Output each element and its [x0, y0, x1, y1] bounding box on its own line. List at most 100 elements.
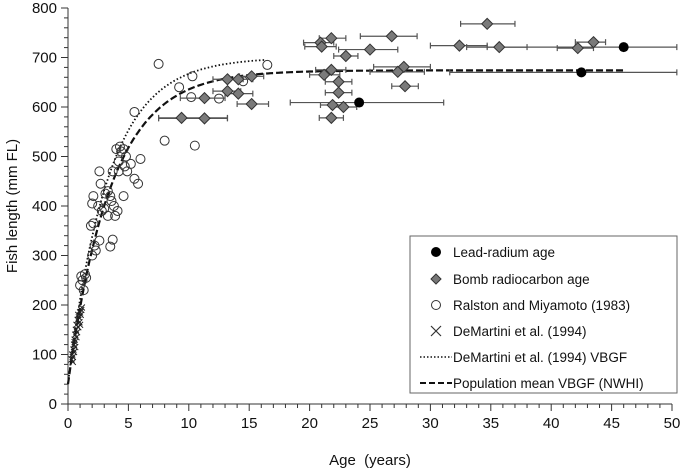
ralston-point	[107, 166, 118, 177]
demartini-point	[76, 318, 83, 326]
legend-ralston-label: Ralston and Miyamoto (1983)	[453, 298, 630, 313]
x-tick-label: 45	[603, 415, 620, 432]
legend-ralston-marker	[431, 300, 441, 310]
bomb-radiocarbon-point	[315, 40, 328, 53]
x-tick-label: 5	[124, 415, 132, 432]
ralston-point	[113, 166, 124, 177]
demartini-point	[70, 348, 78, 356]
ralston-point	[110, 210, 121, 221]
x-axis-title: Age (years)	[329, 452, 411, 469]
ralston-point	[94, 235, 105, 246]
legend-population-vbgf-label: Population mean VBGF (NWHI)	[453, 376, 644, 391]
legend-box	[409, 235, 678, 394]
x-tick-label: 15	[241, 415, 258, 432]
demartini-point	[78, 304, 86, 311]
bomb-radiocarbon-point	[245, 97, 258, 111]
ralston-point	[106, 196, 117, 207]
legend: Lead-radium age Bomb radiocarbon age Ral…	[409, 235, 678, 394]
bomb-radiocarbon-point	[453, 39, 466, 52]
y-tick-label: 600	[32, 99, 57, 116]
bomb-radiocarbon-point	[221, 73, 234, 86]
ralston-point	[118, 144, 129, 155]
y-tick-label: 0	[49, 396, 57, 413]
ralston-point	[87, 250, 98, 261]
demartini-point	[71, 338, 78, 346]
bomb-radiocarbon-point	[337, 100, 350, 114]
ralston-point	[135, 153, 146, 164]
lead-radium-point	[576, 67, 587, 78]
ralston-point	[95, 178, 106, 189]
bomb-radiocarbon-point	[480, 17, 494, 31]
ralston-point	[102, 186, 113, 197]
ralston-point	[105, 241, 116, 252]
ralston-point	[153, 58, 164, 69]
y-axis-title: Fish length (mm FL)	[4, 139, 21, 273]
ralston-point	[119, 161, 130, 172]
demartini-point	[77, 306, 85, 314]
ralston-point	[120, 151, 131, 162]
bomb-radiocarbon-point	[232, 87, 245, 100]
ralston-point	[93, 201, 104, 211]
bomb-radiocarbon-point	[391, 65, 404, 79]
bomb-radiocarbon-point	[587, 35, 600, 49]
y-tick-label: 800	[32, 0, 57, 17]
ralston-point	[108, 201, 119, 211]
ralston-point	[189, 140, 200, 151]
lead-radium-point	[354, 97, 365, 108]
x-tick-label: 10	[180, 415, 197, 432]
demartini-vbgf-line	[67, 59, 267, 384]
ralston-point	[96, 205, 107, 216]
bomb-radiocarbon-point	[363, 43, 377, 56]
ralston-point	[107, 234, 118, 245]
legend-demartini-marker	[430, 325, 442, 337]
ralston-point	[118, 191, 129, 202]
x-tick-label: 20	[301, 415, 318, 432]
ralston-point	[114, 141, 125, 152]
bomb-radiocarbon-point	[571, 41, 584, 55]
y-tick-label: 100	[32, 347, 57, 364]
lead-radium-point	[618, 42, 629, 53]
ralston-point	[88, 191, 99, 202]
demartini-point	[69, 358, 77, 366]
ralston-point	[187, 71, 198, 82]
legend-lead-radium-label: Lead-radium age	[453, 245, 555, 260]
demartini-point	[74, 311, 82, 319]
y-tick-label: 700	[32, 50, 57, 67]
bomb-radiocarbon-point	[332, 75, 345, 88]
bomb-radiocarbon-point	[198, 112, 211, 125]
x-tick-label: 35	[482, 415, 499, 432]
bomb-radiocarbon-point	[325, 63, 338, 77]
x-tick-label: 50	[664, 415, 681, 432]
ralston-point	[105, 191, 116, 202]
bomb-radiocarbon-point	[493, 40, 506, 54]
ralston-point	[186, 92, 197, 103]
ralston-point	[262, 59, 273, 70]
ralston-point	[174, 82, 185, 93]
ralston-point	[78, 285, 89, 296]
bomb-radiocarbon-point	[317, 68, 331, 82]
ralston-point	[77, 275, 88, 286]
ralston-point	[112, 205, 123, 216]
legend-lead-radium-marker	[431, 247, 441, 257]
bomb-radiocarbon-point	[175, 111, 188, 125]
ralston-point	[87, 198, 98, 209]
ralston-point	[125, 158, 136, 169]
ralston-point	[159, 135, 170, 146]
legend-demartini-label: DeMartini et al. (1994)	[453, 324, 587, 339]
bomb-radiocarbon-point	[245, 70, 258, 83]
ralston-point	[113, 156, 124, 167]
demartini-point	[69, 353, 77, 361]
bomb-radiocarbon-point	[198, 91, 211, 105]
y-tick-label: 300	[32, 248, 57, 265]
ralston-point	[102, 210, 113, 221]
ralston-point	[129, 173, 140, 184]
y-tick-label: 500	[32, 149, 57, 166]
y-tick-label: 200	[32, 297, 57, 314]
bomb-radiocarbon-point	[221, 84, 234, 98]
legend-bomb-marker	[430, 273, 442, 285]
bomb-radiocarbon-point	[332, 86, 345, 99]
y-tick-label: 400	[32, 198, 57, 215]
ralston-point	[129, 106, 140, 117]
x-tick-label: 30	[422, 415, 439, 432]
legend-demartini-vbgf-label: DeMartini et al. (1994) VBGF	[453, 350, 627, 365]
